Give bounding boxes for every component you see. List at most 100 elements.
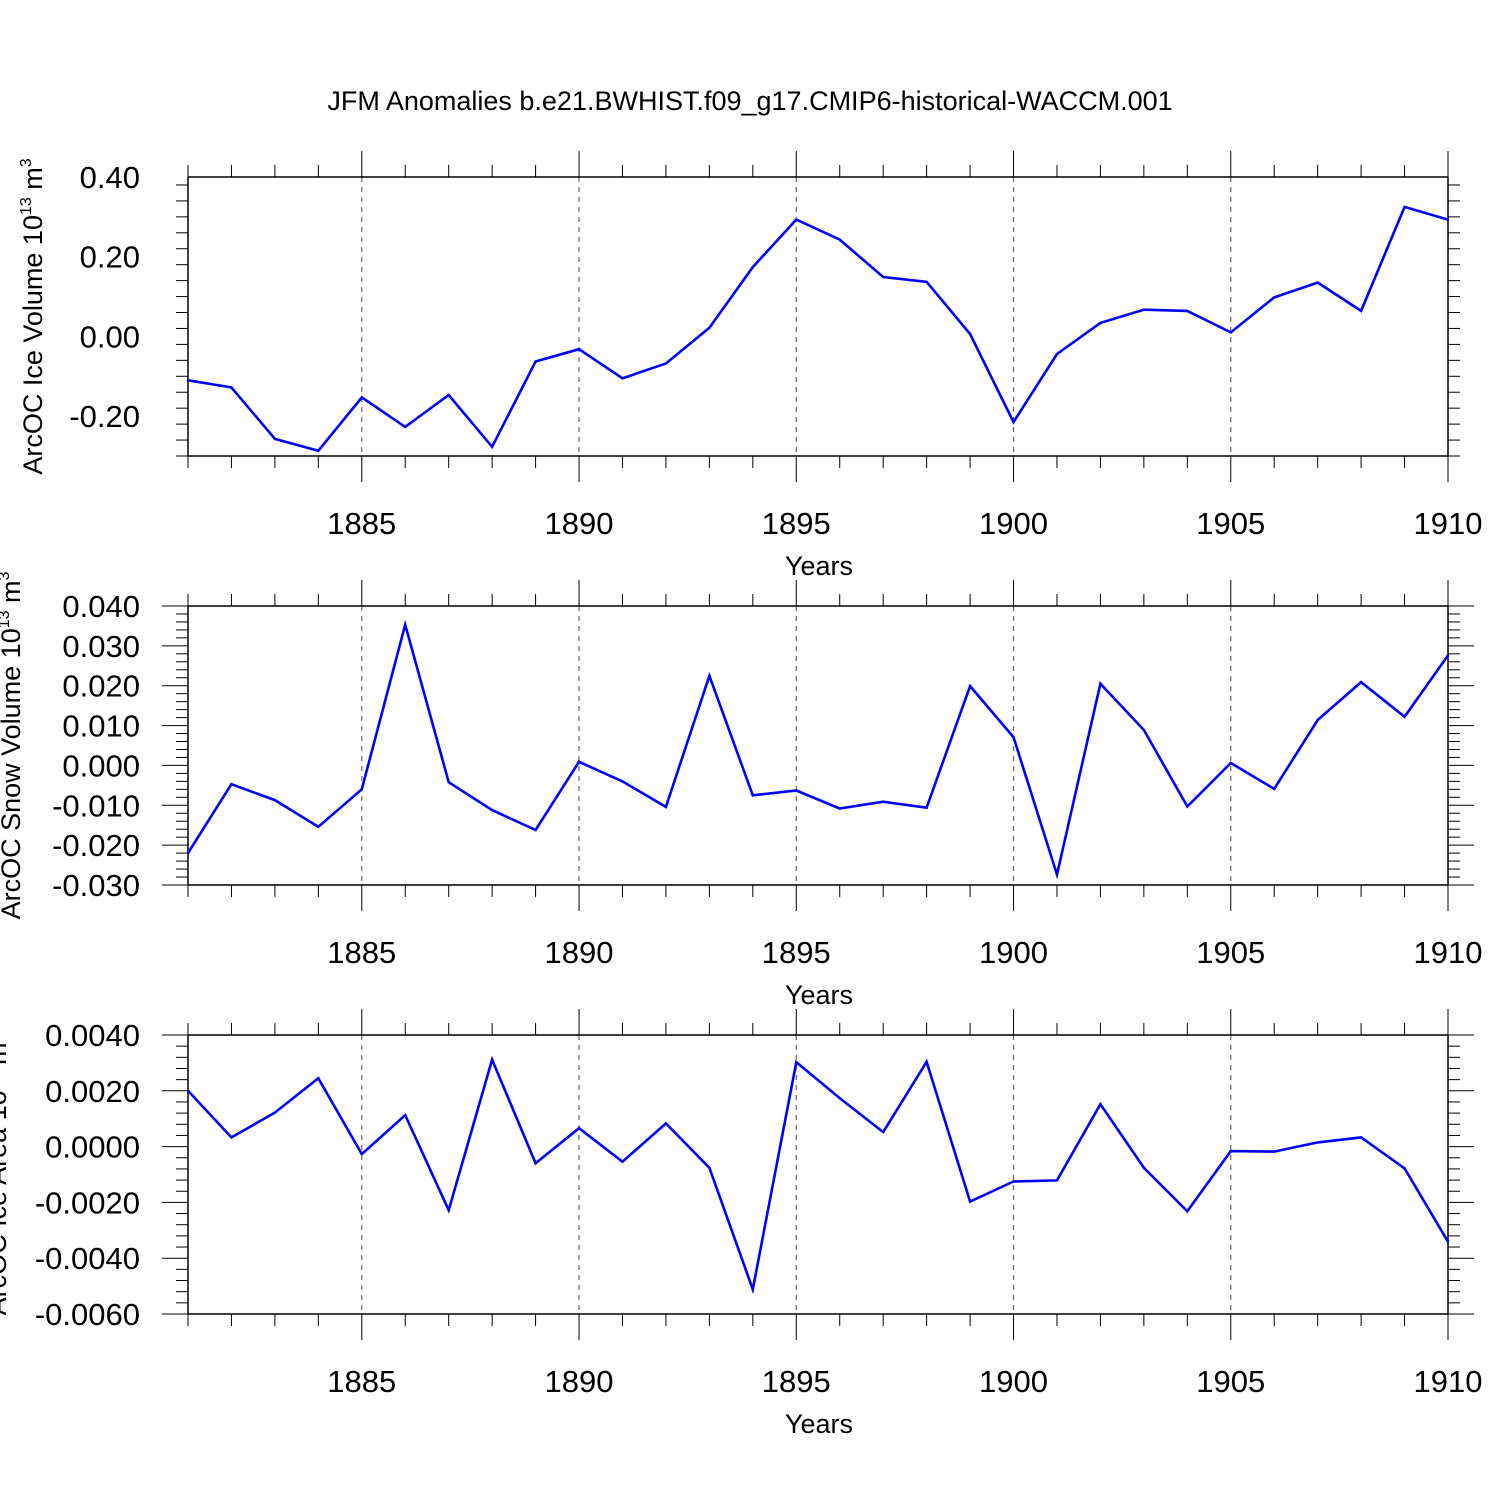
data-point	[1099, 321, 1102, 325]
data-point	[664, 362, 668, 365]
data-point	[186, 1089, 190, 1093]
x-tick-label-1910: 1910	[1414, 1364, 1483, 1399]
y-tick-label: 0.00	[80, 319, 140, 354]
data-point	[186, 851, 190, 855]
data-point	[1099, 682, 1102, 685]
chart-title: JFM Anomalies b.e21.BWHIST.f09_g17.CMIP6…	[327, 86, 1172, 116]
data-point	[1273, 296, 1276, 299]
data-point	[795, 1060, 798, 1064]
y-tick-label: 0.040	[62, 589, 140, 624]
data-point	[273, 437, 277, 441]
x-tick-label-1895: 1895	[762, 935, 831, 970]
x-tick-label-1885: 1885	[327, 506, 396, 541]
data-point	[490, 1058, 494, 1061]
data-point	[1055, 1179, 1059, 1182]
data-point	[360, 788, 363, 791]
data-point	[881, 275, 885, 279]
data-point	[1055, 873, 1059, 876]
x-axis-title: Years	[785, 551, 853, 581]
y-tick-label: -0.0060	[35, 1297, 140, 1332]
data-point	[1403, 1167, 1406, 1170]
data-point	[795, 218, 798, 221]
data-point	[1403, 205, 1406, 209]
data-point	[925, 280, 928, 284]
data-point	[795, 789, 798, 792]
data-point	[404, 425, 407, 429]
y-axis-title: ArcOC Snow Volume 1013 m3	[0, 571, 26, 919]
y-tick-label: -0.20	[69, 399, 140, 434]
y-tick-label: -0.010	[52, 788, 140, 823]
data-point	[621, 1160, 624, 1163]
data-point	[490, 445, 494, 449]
data-point	[1446, 218, 1450, 221]
y-tick-label: 0.020	[62, 669, 140, 704]
y-tick-label: 0.030	[62, 629, 140, 664]
data-point	[968, 684, 972, 688]
x-tick-label-1900: 1900	[979, 1364, 1048, 1399]
data-point	[273, 1111, 277, 1114]
data-point	[1142, 308, 1146, 311]
data-point	[1446, 654, 1450, 657]
data-point	[534, 1162, 537, 1165]
data-point	[1403, 715, 1406, 719]
series-line-1	[186, 619, 1450, 880]
data-point	[317, 449, 320, 453]
data-point	[881, 1130, 885, 1134]
data-point	[1186, 309, 1189, 313]
data-point	[360, 396, 363, 399]
data-point	[404, 623, 407, 626]
chart-panels: 1885 1890 1895 1900 1905 1910 -0.20 0.00 0.20 0.4…	[0, 151, 1482, 1439]
y-tick-label: 0.000	[62, 748, 140, 783]
data-point	[230, 782, 233, 786]
data-point	[1359, 1136, 1363, 1139]
data-point	[230, 386, 233, 389]
data-point	[577, 1126, 581, 1130]
data-point	[577, 760, 581, 764]
x-tick-label-1905: 1905	[1196, 1364, 1265, 1399]
data-point	[1229, 761, 1232, 765]
data-point	[360, 1152, 363, 1156]
data-point	[1099, 1102, 1102, 1106]
data-point	[186, 379, 190, 382]
data-point	[838, 807, 841, 810]
data-point	[1142, 728, 1146, 732]
x-tick-label-1895: 1895	[762, 506, 831, 541]
x-tick-label-1885: 1885	[327, 1364, 396, 1399]
series-line-1	[187, 1055, 1450, 1295]
chart-panel-1: 1885 1890 1895 1900 1905 1910 -0.20 0.00 0.20 0.4…	[18, 151, 1482, 581]
data-point	[1273, 1150, 1276, 1153]
data-point	[838, 1096, 841, 1100]
data-point	[317, 825, 320, 829]
data-point	[621, 377, 624, 380]
data-point	[1186, 1210, 1189, 1213]
data-point	[968, 332, 972, 336]
data-point	[664, 805, 668, 809]
data-point	[273, 798, 277, 802]
data-point	[1273, 787, 1276, 791]
data-point	[1012, 420, 1015, 424]
y-tick-label: -0.0020	[35, 1185, 140, 1220]
x-tick-label-1900: 1900	[979, 506, 1048, 541]
data-point	[534, 360, 537, 363]
y-tick-label: 0.20	[80, 240, 140, 275]
x-axis-title: Years	[785, 1409, 853, 1439]
data-point	[1012, 735, 1015, 739]
data-point	[708, 674, 711, 677]
data-point	[1316, 718, 1319, 722]
x-tick-label-1890: 1890	[545, 1364, 614, 1399]
data-point	[751, 794, 755, 797]
y-tick-label: 0.40	[80, 160, 140, 195]
data-point	[534, 828, 537, 832]
data-point	[1229, 331, 1232, 334]
data-point	[1359, 680, 1363, 684]
series-line-1	[187, 205, 1449, 453]
x-tick-label-1890: 1890	[545, 506, 614, 541]
data-point	[1142, 1166, 1146, 1170]
data-point	[621, 780, 624, 783]
data-point	[1229, 1149, 1232, 1153]
data-point	[1186, 805, 1189, 808]
data-point	[925, 1060, 928, 1063]
data-point	[838, 238, 841, 241]
data-point	[708, 326, 711, 329]
